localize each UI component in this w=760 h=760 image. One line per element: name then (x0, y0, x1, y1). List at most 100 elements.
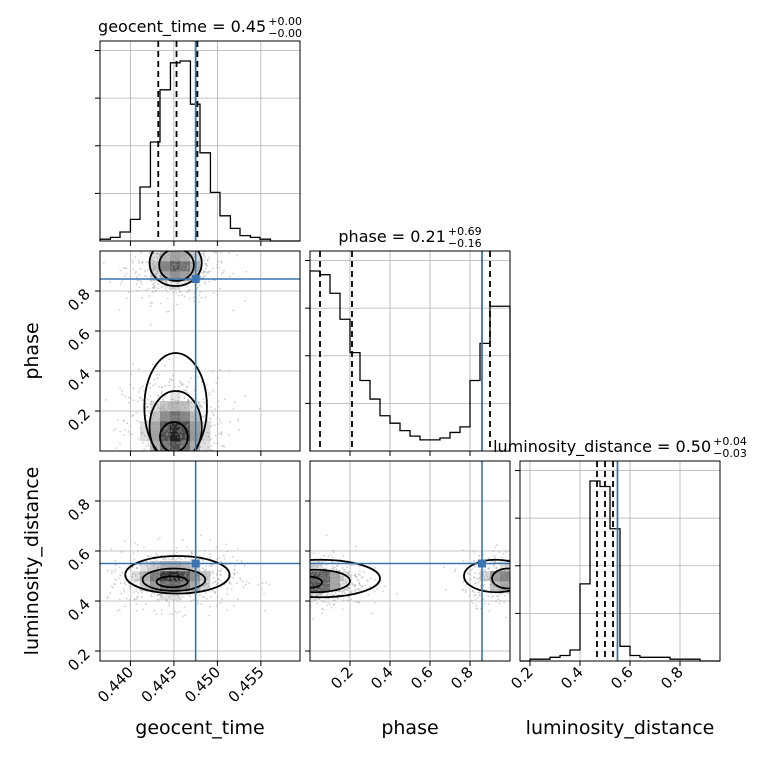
sample-point (511, 569, 513, 571)
sample-point (140, 433, 143, 435)
sample-point (487, 578, 490, 581)
sample-point (172, 398, 174, 401)
contours-geocent_time-phase (143, 251, 208, 451)
sample-point (122, 267, 125, 270)
sample-point (165, 441, 168, 444)
sample-point (173, 263, 175, 266)
density-cell (170, 411, 181, 422)
sample-point (168, 384, 171, 387)
sample-point (180, 558, 183, 561)
sample-point (301, 592, 303, 594)
sample-point (206, 431, 209, 434)
sample-point (258, 407, 261, 410)
sample-point (471, 568, 474, 571)
sample-point (188, 288, 190, 291)
sample-point (134, 572, 137, 575)
sample-point (165, 440, 168, 443)
sample-point (210, 572, 212, 575)
sample-point (199, 587, 202, 590)
sample-point (186, 291, 189, 294)
sample-point (132, 245, 134, 247)
sample-point (144, 579, 147, 582)
sample-point (154, 430, 157, 433)
panel-frame (309, 460, 511, 662)
sample-point (139, 268, 142, 270)
sample-point (332, 573, 335, 575)
sample-point (232, 572, 235, 575)
sample-point (341, 575, 344, 578)
sample-point (513, 576, 515, 578)
sample-point (183, 264, 186, 267)
sample-point (348, 586, 351, 589)
sample-point (318, 588, 321, 591)
sample-point (474, 593, 477, 596)
sample-point (186, 264, 189, 267)
sample-point (305, 548, 307, 550)
sample-point (327, 555, 330, 558)
sample-point (165, 281, 167, 284)
sample-point (147, 287, 150, 290)
sample-point (171, 406, 173, 409)
sample-point (140, 595, 143, 598)
sample-point (106, 597, 109, 600)
sample-point (153, 415, 155, 418)
panel-frame (519, 460, 721, 662)
sample-point (491, 570, 494, 573)
sample-point (97, 425, 99, 427)
sample-point (171, 251, 174, 254)
sample-point (361, 585, 364, 588)
sample-point (166, 411, 169, 413)
sample-point (143, 546, 145, 548)
sample-point (470, 599, 473, 602)
sample-point (504, 569, 506, 572)
sample-point (316, 564, 319, 567)
sample-point (243, 565, 246, 567)
sample-point (170, 266, 172, 269)
sample-point (199, 420, 201, 423)
sample-point (200, 244, 202, 246)
sample-point (189, 448, 192, 451)
sample-point (233, 573, 236, 576)
sample-point (338, 577, 341, 580)
sample-point (512, 570, 514, 572)
sample-point (332, 599, 335, 602)
axes-2-1 (305, 460, 511, 666)
sample-point (354, 545, 357, 548)
sample-point (245, 583, 247, 586)
sample-point (204, 586, 207, 589)
sample-point (503, 594, 506, 597)
sample-point (181, 254, 183, 257)
sample-point (358, 582, 361, 585)
sample-point (114, 564, 117, 567)
sample-point (175, 402, 178, 405)
sample-point (157, 271, 159, 274)
sample-point (215, 583, 218, 586)
sample-point (186, 265, 189, 268)
sample-point (306, 558, 308, 560)
sample-point (180, 578, 183, 581)
sample-point (489, 571, 492, 574)
sample-point (209, 605, 211, 608)
sample-point (320, 599, 323, 602)
sample-point (182, 441, 185, 444)
sample-point (119, 269, 122, 272)
density-cell (150, 261, 161, 272)
sample-point (186, 456, 188, 458)
density-cell (500, 581, 510, 592)
sample-point (348, 572, 351, 575)
sample-point (168, 381, 171, 384)
sample-point (175, 265, 178, 268)
sample-point (204, 281, 207, 283)
sample-point (153, 578, 156, 580)
sample-point (504, 585, 507, 588)
sample-point (354, 584, 357, 586)
sample-point (332, 567, 335, 570)
sample-point (502, 576, 505, 578)
sample-point (515, 589, 517, 591)
sample-point (268, 583, 271, 586)
sample-point (200, 296, 203, 299)
sample-point (166, 582, 169, 585)
sample-point (330, 578, 332, 581)
sample-point (204, 592, 207, 594)
sample-point (518, 573, 520, 575)
